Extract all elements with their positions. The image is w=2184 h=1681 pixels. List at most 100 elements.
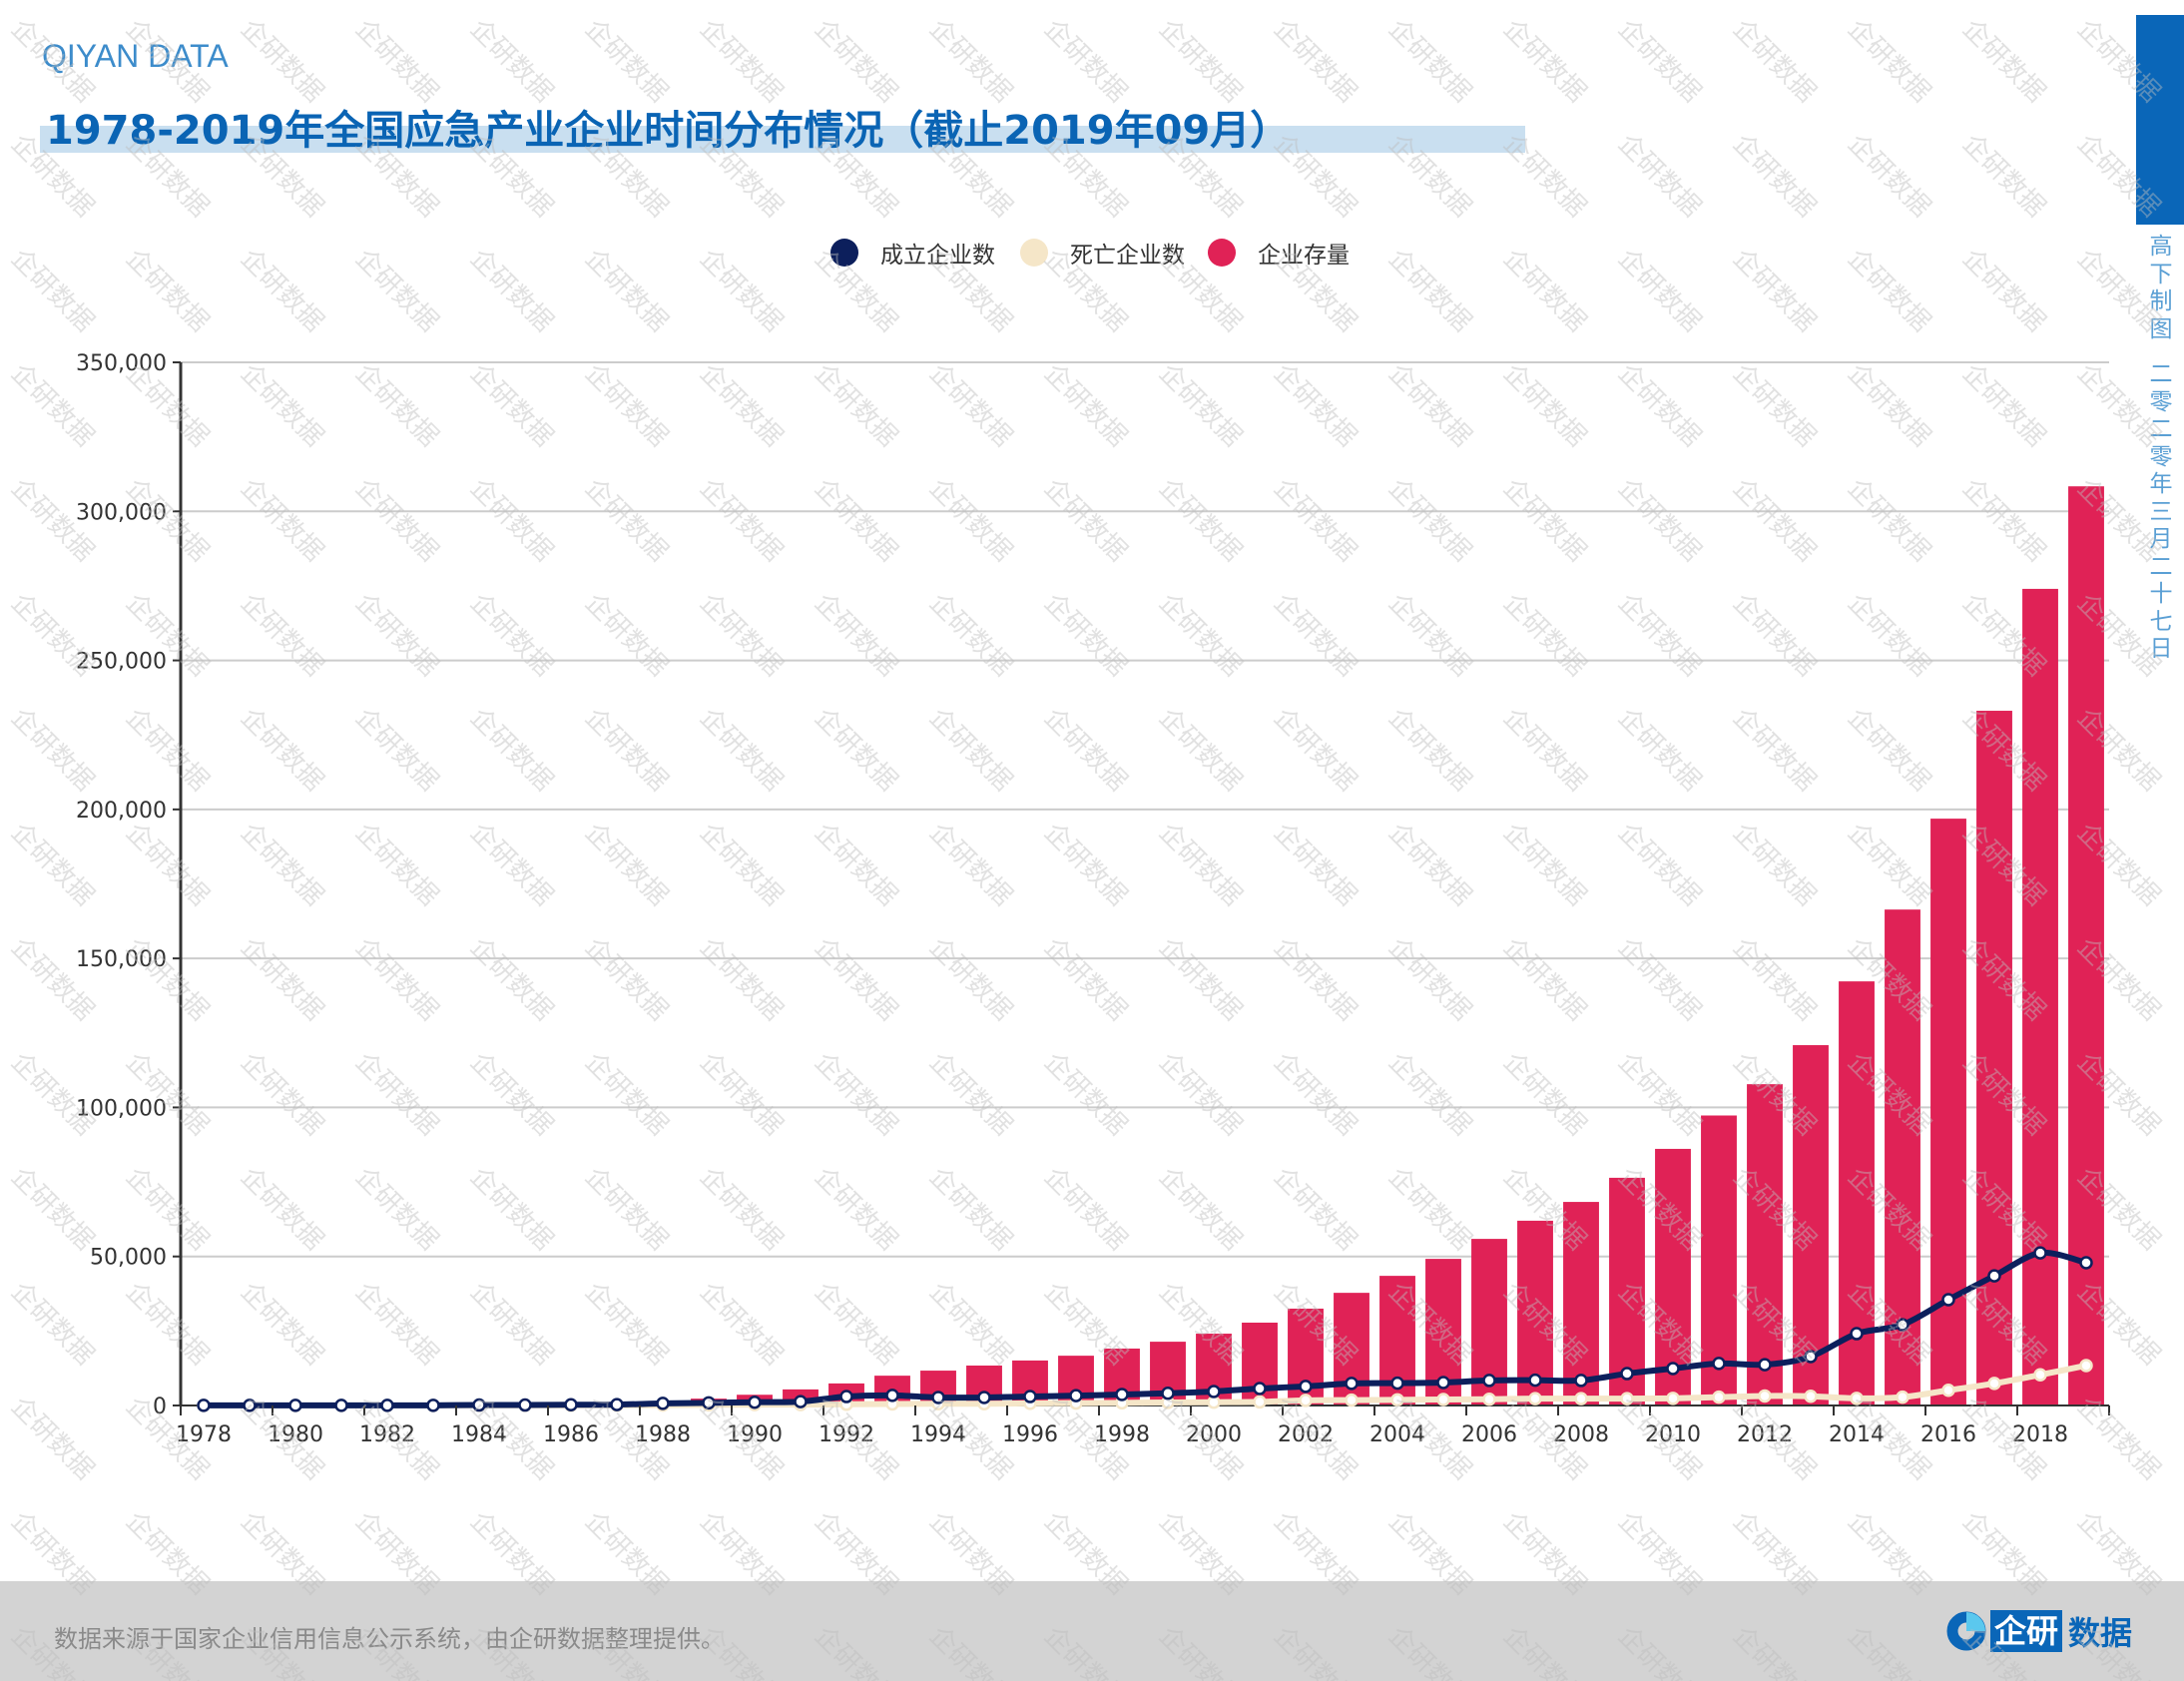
point-established-1991 (794, 1395, 808, 1408)
y-tick-label: 100,000 (76, 1096, 167, 1121)
point-established-1998 (1115, 1388, 1129, 1401)
point-death-2004 (1390, 1393, 1404, 1407)
x-tick-label: 2018 (2012, 1422, 2068, 1447)
point-established-1982 (380, 1399, 394, 1412)
x-tick-label: 1988 (635, 1422, 691, 1447)
point-death-2005 (1436, 1393, 1450, 1406)
point-established-2016 (1941, 1293, 1955, 1307)
y-tick-label: 50,000 (90, 1246, 167, 1271)
title-highlight-band (40, 126, 1525, 153)
point-established-2005 (1436, 1376, 1450, 1390)
bar-2013 (1793, 1045, 1829, 1405)
point-established-2000 (1207, 1385, 1221, 1399)
point-death-2015 (1896, 1390, 1910, 1404)
legend-marker-death (1020, 239, 1048, 267)
bar-2017 (1976, 711, 2012, 1405)
legend-label-stock: 企业存量 (1258, 243, 1350, 269)
point-death-2017 (1987, 1377, 2001, 1391)
point-death-2014 (1850, 1392, 1864, 1405)
point-death-2003 (1345, 1393, 1359, 1407)
point-established-2001 (1253, 1382, 1267, 1396)
bar-series (186, 486, 2104, 1406)
brand-label: QIYAN DATA (42, 38, 229, 74)
point-established-2009 (1620, 1367, 1634, 1381)
point-established-1988 (656, 1397, 670, 1410)
legend-marker-established (830, 239, 858, 267)
point-death-2013 (1804, 1389, 1818, 1403)
x-axis-ticks: 1978 1980 1982 1984 1986 1988 1990 1992 1994 1996… (176, 1405, 2110, 1447)
point-established-2008 (1574, 1374, 1588, 1388)
x-tick-label: 2008 (1553, 1422, 1609, 1447)
point-established-2004 (1390, 1376, 1404, 1391)
gridlines (181, 361, 2109, 1258)
point-established-1980 (288, 1399, 302, 1412)
point-established-2007 (1528, 1373, 1542, 1388)
point-established-2017 (1987, 1269, 2001, 1283)
point-established-1984 (472, 1398, 486, 1412)
bar-2012 (1747, 1084, 1783, 1405)
point-established-1995 (977, 1391, 991, 1404)
logo-word-text: 数据 (2068, 1614, 2133, 1652)
logo-ring-icon (1946, 1611, 1986, 1651)
logo-boxed-text: 企研 (1990, 1610, 2063, 1652)
point-established-1996 (1023, 1390, 1037, 1403)
y-tick-label: 250,000 (76, 650, 167, 675)
legend-item-stock[interactable]: 企业存量 (1208, 236, 1350, 270)
legend-label-established: 成立企业数 (880, 243, 995, 269)
point-death-2019 (2079, 1359, 2093, 1373)
point-established-1992 (839, 1390, 853, 1403)
y-tick-label: 300,000 (76, 500, 167, 525)
sidebar-accent-bar (2136, 15, 2184, 225)
point-established-1983 (426, 1399, 440, 1412)
point-established-1993 (885, 1389, 899, 1402)
point-established-1997 (1069, 1389, 1083, 1402)
point-established-1985 (518, 1398, 532, 1412)
point-established-2006 (1482, 1374, 1496, 1388)
point-established-2012 (1758, 1358, 1772, 1372)
sidebar-credit: 高下制图 (2149, 234, 2173, 342)
point-death-2012 (1758, 1389, 1772, 1403)
point-established-1979 (243, 1399, 257, 1412)
x-tick-label: 2002 (1278, 1422, 1334, 1447)
x-tick-label: 1998 (1094, 1422, 1150, 1447)
point-established-1990 (748, 1395, 762, 1409)
bar-2016 (1930, 819, 1966, 1405)
point-death-2000 (1207, 1395, 1221, 1409)
x-tick-label: 1982 (359, 1422, 415, 1447)
x-tick-label: 1990 (727, 1422, 783, 1447)
legend-item-established[interactable]: 成立企业数 (830, 236, 995, 270)
qiyan-logo: 企研 数据 (1946, 1610, 2132, 1652)
page-title: 1978-2019年全国应急产业企业时间分布情况（截止2019年09月） (46, 108, 1291, 154)
x-tick-label: 2014 (1829, 1422, 1885, 1447)
point-established-2014 (1850, 1327, 1864, 1341)
y-tick-label: 0 (153, 1395, 167, 1419)
legend-item-death[interactable]: 死亡企业数 (1020, 236, 1185, 270)
point-established-2018 (2033, 1246, 2047, 1260)
data-source-note: 数据来源于国家企业信用信息公示系统，由企研数据整理提供。 (54, 1625, 725, 1653)
y-tick-label: 150,000 (76, 947, 167, 972)
legend-label-death: 死亡企业数 (1070, 243, 1185, 269)
point-established-2015 (1896, 1318, 1910, 1332)
point-death-2001 (1253, 1395, 1267, 1409)
point-established-1986 (564, 1398, 578, 1412)
point-established-2011 (1712, 1357, 1726, 1371)
point-established-2002 (1299, 1380, 1313, 1394)
point-established-2019 (2079, 1256, 2093, 1270)
footer: 数据来源于国家企业信用信息公示系统，由企研数据整理提供。 企研 数据 (0, 1581, 2184, 1681)
x-tick-label: 2016 (1920, 1422, 1976, 1447)
point-established-1981 (334, 1399, 348, 1412)
point-established-1978 (197, 1399, 211, 1412)
point-established-1994 (931, 1391, 945, 1404)
point-death-2011 (1712, 1390, 1726, 1404)
bar-2019 (2068, 486, 2104, 1406)
y-tick-label: 200,000 (76, 799, 167, 824)
y-axis-ticks: 0 50,000 100,000 150,000 200,000 250,000 300,0… (76, 351, 181, 1419)
x-tick-label: 2006 (1461, 1422, 1517, 1447)
legend-marker-stock (1208, 239, 1236, 267)
point-death-2007 (1528, 1392, 1542, 1405)
x-tick-label: 1984 (451, 1422, 507, 1447)
y-tick-label: 350,000 (76, 351, 167, 376)
point-death-2008 (1574, 1392, 1588, 1405)
point-death-2016 (1941, 1384, 1955, 1398)
